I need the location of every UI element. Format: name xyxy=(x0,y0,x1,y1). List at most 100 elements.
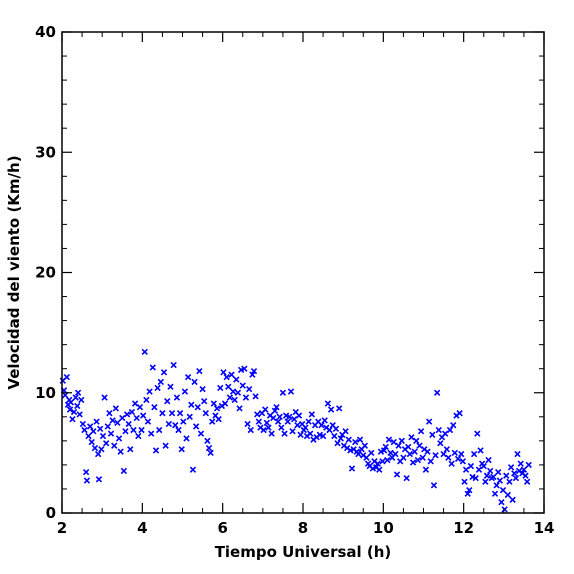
data-point xyxy=(82,468,90,476)
data-point xyxy=(131,400,139,407)
data-point xyxy=(159,410,166,417)
data-point xyxy=(244,420,251,428)
data-point xyxy=(318,422,325,429)
data-point xyxy=(98,446,105,453)
data-point xyxy=(517,460,524,467)
data-point xyxy=(332,425,340,432)
data-point xyxy=(165,420,173,428)
data-point xyxy=(355,450,362,458)
data-point xyxy=(149,364,156,371)
data-point xyxy=(67,399,75,406)
data-point xyxy=(125,420,132,428)
data-point xyxy=(104,423,111,430)
data-point xyxy=(72,394,79,401)
data-point xyxy=(335,405,343,412)
data-point xyxy=(152,447,160,454)
data-point xyxy=(144,418,152,425)
data-point xyxy=(408,434,415,441)
data-point xyxy=(99,432,107,440)
data-point xyxy=(390,438,397,446)
data-point xyxy=(123,411,131,418)
data-point xyxy=(324,400,332,407)
data-point xyxy=(107,430,115,437)
data-point xyxy=(194,404,201,411)
data-point xyxy=(273,404,280,411)
data-point xyxy=(148,430,155,437)
data-point xyxy=(512,474,520,482)
data-point xyxy=(326,426,333,434)
data-point xyxy=(138,426,145,434)
data-point xyxy=(495,468,502,476)
data-point xyxy=(430,482,438,489)
data-point xyxy=(321,417,328,424)
data-point xyxy=(175,426,182,434)
data-point xyxy=(167,383,174,390)
data-point xyxy=(297,431,304,439)
data-point xyxy=(422,466,430,473)
data-point xyxy=(178,446,185,453)
data-point xyxy=(414,456,422,464)
data-point xyxy=(450,422,457,429)
data-point xyxy=(385,436,393,443)
data-point xyxy=(376,466,383,473)
data-point xyxy=(86,423,94,430)
data-point xyxy=(429,431,436,439)
data-point xyxy=(361,442,369,449)
data-point xyxy=(352,438,359,446)
data-point xyxy=(215,416,222,423)
data-point xyxy=(520,466,528,473)
data-point xyxy=(504,491,512,499)
data-point xyxy=(172,422,179,429)
data-point xyxy=(395,442,402,449)
data-point xyxy=(151,404,158,411)
x-tick-label: 6 xyxy=(217,519,227,537)
data-point xyxy=(225,383,232,390)
data-point xyxy=(115,435,123,442)
data-point xyxy=(241,365,248,372)
data-point xyxy=(66,406,74,413)
data-point xyxy=(363,454,370,461)
data-point xyxy=(186,413,193,420)
data-point xyxy=(472,474,479,482)
data-point xyxy=(205,444,213,452)
data-point xyxy=(331,432,338,440)
data-point xyxy=(491,490,499,497)
data-point xyxy=(380,447,388,454)
data-point xyxy=(96,425,104,432)
data-point xyxy=(139,412,147,419)
data-point xyxy=(209,418,216,425)
data-point xyxy=(496,477,503,484)
data-point xyxy=(117,448,124,455)
data-point xyxy=(231,396,238,404)
x-tick-label: 4 xyxy=(137,519,147,537)
data-point xyxy=(143,396,150,404)
data-point xyxy=(427,458,434,465)
data-points xyxy=(59,348,532,513)
data-point xyxy=(128,408,136,416)
data-point xyxy=(490,473,497,481)
data-point xyxy=(284,418,291,425)
data-point xyxy=(461,478,468,485)
data-point xyxy=(411,448,418,455)
data-point xyxy=(483,472,491,479)
data-point xyxy=(287,388,295,395)
data-point xyxy=(278,424,285,431)
data-point xyxy=(265,424,272,431)
data-point xyxy=(384,456,391,464)
data-point xyxy=(345,436,352,443)
x-tick-label: 14 xyxy=(534,519,555,537)
data-point xyxy=(289,428,296,435)
data-point xyxy=(188,401,195,408)
data-point xyxy=(474,430,481,437)
data-point xyxy=(141,348,148,356)
plot-frame xyxy=(61,31,545,514)
data-point xyxy=(295,412,303,419)
data-point xyxy=(114,419,121,426)
data-point xyxy=(525,461,532,469)
data-point xyxy=(458,450,465,458)
data-point xyxy=(88,438,95,446)
data-point xyxy=(308,411,316,418)
data-point xyxy=(400,454,407,461)
data-point xyxy=(133,414,140,422)
data-point xyxy=(276,413,283,420)
